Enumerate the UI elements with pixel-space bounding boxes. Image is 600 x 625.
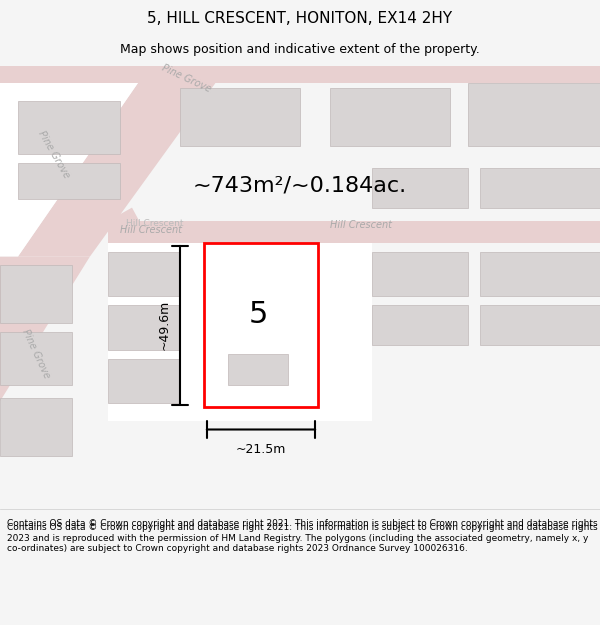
Text: Pine Grove: Pine Grove — [37, 129, 71, 180]
Polygon shape — [0, 66, 600, 83]
Text: Pine Grove: Pine Grove — [160, 63, 212, 95]
Polygon shape — [18, 163, 120, 199]
Polygon shape — [0, 256, 90, 452]
Text: Hill Crescent: Hill Crescent — [120, 225, 182, 235]
Polygon shape — [108, 305, 180, 349]
Polygon shape — [330, 88, 450, 146]
Text: Contains OS data © Crown copyright and database right 2021. This information is : Contains OS data © Crown copyright and d… — [7, 523, 598, 553]
Text: Hill Crescent: Hill Crescent — [126, 219, 184, 228]
Polygon shape — [180, 88, 300, 146]
Text: ~743m²/~0.184ac.: ~743m²/~0.184ac. — [193, 176, 407, 196]
Text: 5, HILL CRESCENT, HONITON, EX14 2HY: 5, HILL CRESCENT, HONITON, EX14 2HY — [148, 11, 452, 26]
Text: Map shows position and indicative extent of the property.: Map shows position and indicative extent… — [120, 42, 480, 56]
Polygon shape — [0, 399, 72, 456]
Polygon shape — [18, 101, 120, 154]
Polygon shape — [372, 305, 468, 345]
Polygon shape — [372, 168, 468, 208]
Text: 5: 5 — [248, 299, 268, 329]
Polygon shape — [108, 359, 180, 403]
Text: Hill Crescent: Hill Crescent — [330, 221, 392, 231]
Text: Pine Grove: Pine Grove — [20, 328, 52, 380]
Polygon shape — [108, 208, 144, 243]
Polygon shape — [108, 221, 600, 243]
Polygon shape — [228, 354, 288, 385]
Polygon shape — [0, 332, 72, 385]
Polygon shape — [468, 83, 600, 146]
Polygon shape — [480, 168, 600, 208]
Text: Contains OS data © Crown copyright and database right 2021. This information is : Contains OS data © Crown copyright and d… — [7, 519, 600, 528]
Polygon shape — [0, 66, 150, 256]
Polygon shape — [480, 305, 600, 345]
Polygon shape — [480, 252, 600, 296]
Polygon shape — [108, 252, 180, 296]
Polygon shape — [18, 66, 228, 256]
Text: ~21.5m: ~21.5m — [236, 442, 286, 456]
Polygon shape — [108, 243, 372, 421]
Polygon shape — [372, 252, 468, 296]
Text: ~49.6m: ~49.6m — [158, 300, 171, 351]
Polygon shape — [0, 265, 72, 323]
